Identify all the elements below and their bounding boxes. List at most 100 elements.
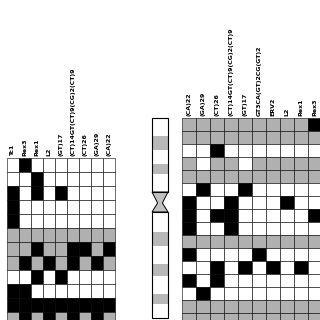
Bar [294, 144, 308, 157]
Bar [152, 212, 168, 318]
Bar [308, 131, 320, 144]
Bar [238, 170, 252, 183]
Bar [280, 300, 294, 313]
Bar [91, 186, 103, 200]
Bar [210, 313, 224, 320]
Bar [196, 131, 210, 144]
Bar [43, 200, 55, 214]
Bar [294, 118, 308, 131]
Bar [79, 270, 91, 284]
Bar [67, 312, 79, 320]
Bar [7, 186, 19, 200]
Bar [280, 170, 294, 183]
Bar [308, 274, 320, 287]
Bar [238, 287, 252, 300]
Bar [280, 274, 294, 287]
Bar [182, 222, 196, 235]
Bar [196, 274, 210, 287]
Bar [182, 170, 196, 183]
Bar [224, 313, 238, 320]
Bar [103, 256, 115, 270]
Bar [210, 196, 224, 209]
Bar [152, 174, 168, 192]
Bar [308, 300, 320, 313]
Bar [280, 144, 294, 157]
Bar [308, 261, 320, 274]
Bar [19, 186, 31, 200]
Bar [210, 157, 224, 170]
Bar [7, 298, 19, 312]
Bar [43, 312, 55, 320]
Bar [182, 313, 196, 320]
Bar [79, 298, 91, 312]
Bar [210, 183, 224, 196]
Bar [224, 274, 238, 287]
Bar [266, 196, 280, 209]
Bar [280, 313, 294, 320]
Bar [210, 274, 224, 287]
Bar [182, 157, 196, 170]
Bar [7, 158, 19, 172]
Bar [152, 164, 168, 174]
Bar [196, 248, 210, 261]
Bar [238, 222, 252, 235]
Bar [152, 118, 168, 192]
Bar [238, 261, 252, 274]
Bar [196, 300, 210, 313]
Bar [224, 287, 238, 300]
Bar [31, 242, 43, 256]
Bar [280, 287, 294, 300]
Bar [43, 214, 55, 228]
Bar [55, 228, 67, 242]
Bar [196, 196, 210, 209]
Bar [252, 170, 266, 183]
Bar [43, 186, 55, 200]
Bar [266, 235, 280, 248]
Bar [196, 313, 210, 320]
Bar [31, 214, 43, 228]
Bar [43, 172, 55, 186]
Bar [294, 261, 308, 274]
Bar [196, 118, 210, 131]
Text: (GA)29: (GA)29 [94, 132, 100, 156]
Bar [266, 183, 280, 196]
Bar [19, 158, 31, 172]
Bar [280, 118, 294, 131]
Bar [43, 298, 55, 312]
Bar [294, 157, 308, 170]
Bar [43, 284, 55, 298]
Bar [280, 183, 294, 196]
Bar [152, 150, 168, 164]
Bar [252, 261, 266, 274]
Bar [210, 300, 224, 313]
Text: ERV2: ERV2 [270, 98, 276, 116]
Bar [19, 312, 31, 320]
Bar [224, 209, 238, 222]
Bar [238, 235, 252, 248]
Bar [31, 172, 43, 186]
Bar [31, 256, 43, 270]
Bar [252, 157, 266, 170]
Bar [308, 196, 320, 209]
Bar [79, 186, 91, 200]
Bar [7, 312, 19, 320]
Bar [252, 183, 266, 196]
Text: Rex3: Rex3 [313, 99, 317, 116]
Bar [252, 248, 266, 261]
Bar [238, 118, 252, 131]
Bar [103, 228, 115, 242]
Bar [7, 270, 19, 284]
Bar [266, 144, 280, 157]
Bar [103, 242, 115, 256]
Bar [266, 261, 280, 274]
Bar [152, 118, 168, 136]
Bar [224, 157, 238, 170]
Bar [31, 200, 43, 214]
Bar [252, 131, 266, 144]
Bar [196, 261, 210, 274]
Bar [252, 209, 266, 222]
Bar [182, 118, 196, 131]
Text: Rex1: Rex1 [35, 139, 39, 156]
Bar [280, 248, 294, 261]
Bar [266, 157, 280, 170]
